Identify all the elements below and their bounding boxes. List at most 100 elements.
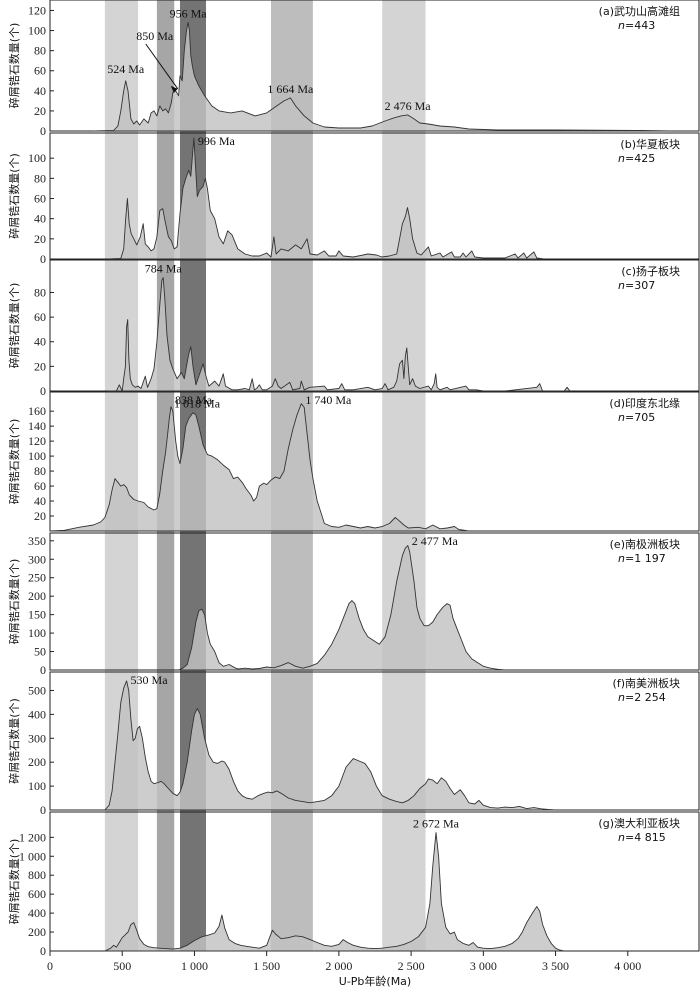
y-tick-label: 100 [28, 779, 46, 793]
sample-count: n=1 197 [618, 552, 666, 565]
y-axis-label: 碎屑锆石数量(个) [7, 153, 21, 239]
y-tick-label: 80 [34, 464, 46, 478]
y-tick-label: 80 [34, 171, 46, 185]
y-tick-label: 50 [34, 645, 46, 659]
y-tick-label: 0 [40, 124, 46, 138]
y-tick-label: 400 [28, 906, 46, 920]
density-area [107, 277, 571, 392]
sample-count-value: =1 197 [625, 552, 666, 565]
panel-e: 0 50 100 150 200 250 300 350 碎屑锆石数量(个) (e)南极洲板块n=… [7, 532, 700, 677]
x-tick-label: 3 500 [542, 959, 569, 973]
peak-annotation: 838 Ma [175, 393, 213, 407]
y-axis-label: 碎屑锆石数量(个) [7, 283, 21, 369]
peak-annotation: 1 018 Ma [174, 397, 221, 411]
y-tick-label: 600 [28, 887, 46, 901]
sample-count-symbol: n [618, 831, 625, 844]
panel-title: (g)澳大利亚板块 [598, 816, 680, 830]
x-axis: 0 500 1 000 1 500 2 000 2 500 3 000 3 500 4 000 [47, 951, 641, 973]
x-tick-label: 2 500 [398, 959, 425, 973]
panel-title: (a)武功山高滩组 [599, 4, 680, 18]
sample-count: n=443 [618, 19, 655, 32]
y-tick-label: 200 [28, 755, 46, 769]
x-tick-label: 4 000 [614, 959, 641, 973]
peak-annotation: 1 664 Ma [267, 82, 314, 96]
y-tick-label: 800 [28, 868, 46, 882]
y-tick-label: 20 [34, 359, 46, 373]
density-area [178, 545, 506, 671]
sample-count-value: =443 [625, 19, 655, 32]
y-tick-label: 0 [40, 803, 46, 817]
y-tick-label: 140 [28, 419, 46, 433]
sample-count-symbol: n [618, 279, 625, 292]
y-tick-label: 60 [34, 192, 46, 206]
x-tick-label: 1 500 [253, 959, 280, 973]
y-tick-label: 60 [34, 64, 46, 78]
peak-annotation: 2 672 Ma [413, 817, 460, 831]
panels: 020406080100120碎屑锆石数量(个)(a)武功山高滩组n=44352… [7, 0, 700, 958]
y-tick-label: 60 [34, 479, 46, 493]
x-tick-label: 0 [47, 959, 53, 973]
sample-count-value: =2 254 [625, 691, 666, 704]
x-tick-label: 3 000 [470, 959, 497, 973]
panel-title: (f)南美洲板块 [613, 676, 680, 690]
y-tick-label: 100 [28, 151, 46, 165]
sample-count-value: =425 [625, 152, 655, 165]
y-tick-label: 100 [28, 626, 46, 640]
panel-title: (b)华夏板块 [620, 137, 680, 151]
panel-title: (e)南极洲板块 [610, 537, 680, 551]
y-tick-label: 80 [34, 44, 46, 58]
panel-frame [49, 811, 700, 952]
y-tick-label: 40 [34, 212, 46, 226]
sample-count-symbol: n [618, 552, 625, 565]
y-tick-label: 250 [28, 571, 46, 585]
sample-count-value: =307 [625, 279, 655, 292]
x-tick-label: 1 000 [181, 959, 208, 973]
y-tick-label: 120 [28, 434, 46, 448]
y-tick-label: 0 [40, 944, 46, 958]
y-tick-label: 40 [34, 335, 46, 349]
y-tick-label: 200 [28, 589, 46, 603]
y-tick-label: 400 [28, 707, 46, 721]
peak-annotation: 956 Ma [170, 7, 208, 21]
sample-count: n=307 [618, 279, 655, 292]
sample-count-symbol: n [618, 691, 625, 704]
panel-frame [49, 0, 700, 132]
peak-annotation: 530 Ma [131, 673, 169, 687]
arrow-head [170, 85, 178, 93]
y-tick-label: 200 [28, 925, 46, 939]
y-tick-label: 300 [28, 552, 46, 566]
y-tick-label: 150 [28, 608, 46, 622]
peak-annotation: 850 Ma [136, 29, 174, 43]
x-tick-label: 500 [113, 959, 131, 973]
y-axis-label: 碎屑锆石数量(个) [7, 839, 21, 925]
y-tick-label: 1 000 [19, 849, 46, 863]
y-tick-label: 0 [40, 663, 46, 677]
density-area [104, 680, 557, 811]
y-tick-label: 60 [34, 310, 46, 324]
sample-count: n=2 254 [618, 691, 666, 704]
y-tick-label: 100 [28, 24, 46, 38]
density-area [49, 403, 470, 532]
peak-annotation: 2 476 Ma [385, 99, 432, 113]
sample-count: n=425 [618, 152, 655, 165]
y-axis-label: 碎屑锆石数量(个) [7, 23, 21, 109]
y-tick-label: 300 [28, 731, 46, 745]
y-axis-label: 碎屑锆石数量(个) [7, 559, 21, 645]
sample-count-value: =4 815 [625, 831, 666, 844]
panel-frame [49, 132, 700, 260]
panel-title: (d)印度东北缘 [609, 396, 680, 410]
sample-count-symbol: n [618, 152, 625, 165]
y-tick-label: 80 [34, 285, 46, 299]
y-tick-label: 0 [40, 252, 46, 266]
y-axis-label: 碎屑锆石数量(个) [7, 698, 21, 784]
y-tick-label: 350 [28, 534, 46, 548]
y-tick-label: 20 [34, 509, 46, 523]
peak-annotation: 784 Ma [145, 262, 183, 276]
y-tick-label: 40 [34, 84, 46, 98]
y-tick-label: 40 [34, 494, 46, 508]
